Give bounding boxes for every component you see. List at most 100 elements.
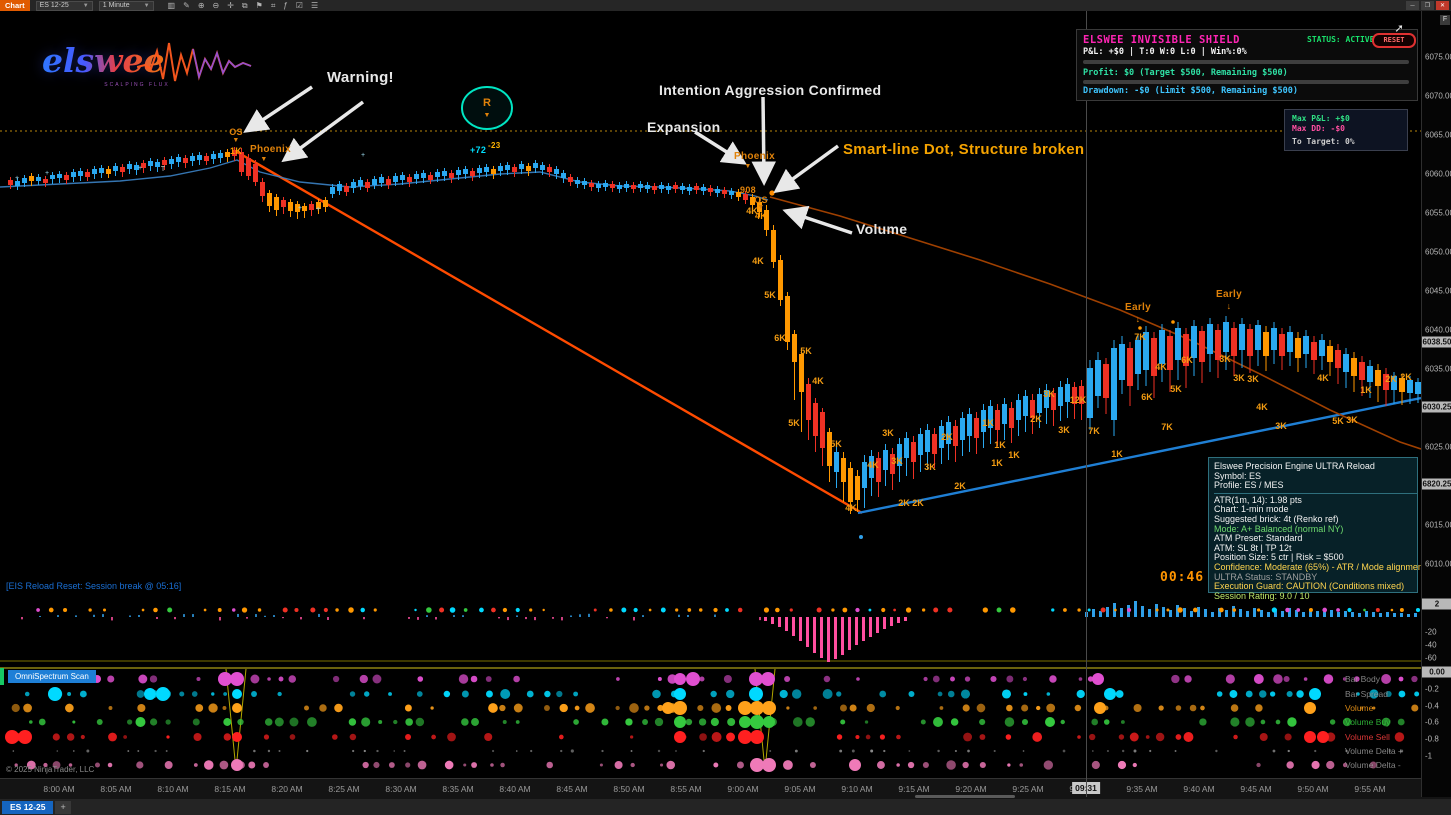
price-tick: 6010.00 xyxy=(1425,559,1451,569)
volume-delta-panel[interactable] xyxy=(0,598,1421,662)
svg-text:+: + xyxy=(15,175,19,182)
time-tick: 9:50 AM xyxy=(1297,784,1329,794)
time-axis[interactable]: 8:00 AM 8:05 AM 8:10 AM 8:15 AM 8:20 AM 8:25 … xyxy=(0,778,1451,799)
peak-volume-label: 1K xyxy=(229,146,243,156)
svg-text:5K: 5K xyxy=(764,290,776,300)
time-tick: 8:40 AM xyxy=(499,784,531,794)
data-box-icon[interactable]: ⌗ xyxy=(270,0,276,10)
scanner-row-label-volume-buy: Volume Buy xyxy=(1345,717,1391,727)
time-tick: 8:00 AM xyxy=(43,784,75,794)
reset-button[interactable]: RESET xyxy=(1372,33,1416,48)
svg-text:4K: 4K xyxy=(845,503,857,513)
svg-text:4K: 4K xyxy=(812,376,824,386)
instrument-value: ES 12-25 xyxy=(39,1,69,9)
arrow-up-right-icon: ➚ xyxy=(1395,22,1403,37)
volume-arrow-label: Volume xyxy=(856,221,908,237)
svg-text:1K: 1K xyxy=(1008,450,1020,460)
precision-line-14: Session Rating: 9.0 / 10 xyxy=(1214,590,1310,601)
svg-text:5K: 5K xyxy=(1170,384,1182,394)
snapshot-icon[interactable]: ⧉ xyxy=(241,0,248,10)
svg-text:+: + xyxy=(45,170,49,177)
price-tick: 6015.00 xyxy=(1425,520,1451,530)
scanner-row-label-volume: Volume xyxy=(1345,703,1374,713)
delta-axis-tick: -60 xyxy=(1425,653,1437,663)
omnispectrum-scan-button[interactable]: OmniSpectrum Scan xyxy=(8,670,96,683)
draw-icon[interactable]: ✎ xyxy=(183,0,190,10)
time-tick: 9:35 AM xyxy=(1126,784,1158,794)
zoom-in-icon[interactable]: ⊕ xyxy=(197,0,205,10)
indicators-icon[interactable]: ƒ xyxy=(283,0,288,10)
minimize-button[interactable]: ─ xyxy=(1406,1,1419,10)
focus-button[interactable]: F xyxy=(1440,15,1450,25)
svg-text:▼: ▼ xyxy=(484,112,491,119)
precision-line-10: Position Size: 5 ctr | Risk = $500 xyxy=(1214,552,1344,563)
zoom-out-icon[interactable]: ⊖ xyxy=(212,0,220,10)
delta-plus-label: +72 xyxy=(470,145,487,155)
time-tick: 9:05 AM xyxy=(784,784,816,794)
price-axis[interactable]: F 6075.00 6070.00 6065.00 6060.00 6055.00 605… xyxy=(1421,11,1451,797)
price-marker: 6030.25 xyxy=(1422,401,1451,413)
precision-line-9: ATM: SL 8t | TP 12t xyxy=(1214,542,1292,553)
time-tick: 8:25 AM xyxy=(328,784,360,794)
early-label-1: Early xyxy=(1125,302,1151,313)
profit-progress-bar xyxy=(1083,60,1409,64)
crosshair-icon[interactable]: ✛ xyxy=(227,0,234,10)
add-tab-button[interactable]: + xyxy=(55,800,71,814)
panel-divider xyxy=(1214,492,1417,494)
horizontal-scrollbar[interactable] xyxy=(915,795,1015,798)
svg-text:R: R xyxy=(483,97,491,109)
svg-text:2K: 2K xyxy=(941,432,953,442)
svg-text:5K: 5K xyxy=(788,418,800,428)
svg-text:3K: 3K xyxy=(1058,425,1070,435)
svg-text:4K: 4K xyxy=(746,206,758,216)
time-tick: 8:15 AM xyxy=(214,784,246,794)
toolbar: Chart ES 12-25 ▼ 1 Minute ▼ ▥ ✎ ⊕ ⊖ ✛ ⧉ ⚑ ⌗ ƒ ☑ ☰ … xyxy=(0,0,1451,11)
svg-text:4K: 4K xyxy=(752,256,764,266)
svg-text:3K: 3K xyxy=(1346,415,1358,425)
price-tick: 6025.00 xyxy=(1425,442,1451,452)
warning-label: Warning! xyxy=(327,69,394,86)
precision-engine-panel: Elswee Precision Engine ULTRA Reload Symb… xyxy=(1208,457,1425,600)
restore-button[interactable]: ❐ xyxy=(1421,1,1434,10)
os-label-1: OS xyxy=(229,127,243,137)
os-marker-1: ▼ xyxy=(232,137,240,144)
svg-text:1K: 1K xyxy=(991,458,1003,468)
chart-menu-button[interactable]: Chart xyxy=(0,0,30,11)
svg-text:3K: 3K xyxy=(1247,374,1259,384)
price-tick: 6060.00 xyxy=(1425,169,1451,179)
svg-text:4K: 4K xyxy=(1256,402,1268,412)
tab-es-12-25[interactable]: ES 12-25 xyxy=(2,800,54,814)
scanner-row-label-volume-delta-minus: Volume Delta - xyxy=(1345,760,1401,770)
delta-minus-label: -23 xyxy=(488,141,501,150)
precision-line-6: Suggested brick: 4t (Renko ref) xyxy=(1214,513,1339,524)
price-chart[interactable]: 4K 4K 5K 6K 5K 4K 5K 5K 4K 4K 3K 3K 2K 2K 3K 2K 2K 1K 1K 1K… xyxy=(0,11,1425,600)
precision-line-5: Chart: 1-min mode xyxy=(1214,504,1289,515)
scanner-canvas xyxy=(0,667,1421,772)
alerts-icon[interactable]: ⚑ xyxy=(255,0,263,10)
instrument-selector[interactable]: ES 12-25 ▼ xyxy=(35,0,93,11)
checklist-icon[interactable]: ☑ xyxy=(295,0,303,10)
chart-style-icon[interactable]: ▥ xyxy=(167,0,176,10)
svg-text:5K: 5K xyxy=(1332,416,1344,426)
svg-text:1K: 1K xyxy=(1360,385,1372,395)
svg-text:3K: 3K xyxy=(1219,354,1231,364)
scanner-row-label-volume-delta-plus: Volume Delta + xyxy=(1345,746,1403,756)
time-tick: 8:35 AM xyxy=(442,784,474,794)
precision-line-1: Symbol: ES xyxy=(1214,470,1262,481)
intention-label: Intention Aggression Confirmed xyxy=(659,82,882,98)
omnispectrum-panel[interactable]: OmniSpectrum Scan Bar Body Bar Spread Volu… xyxy=(0,663,1421,777)
svg-text:2K: 2K xyxy=(898,498,910,508)
properties-icon[interactable]: ☰ xyxy=(310,0,319,10)
svg-text:6K: 6K xyxy=(774,333,786,343)
svg-text:7K: 7K xyxy=(1134,332,1146,342)
interval-selector[interactable]: 1 Minute ▼ xyxy=(98,0,154,11)
precision-line-7: Mode: A+ Balanced (normal NY) xyxy=(1214,523,1344,534)
logo-wordmark: elswee xyxy=(42,41,165,80)
price-tick: 6040.00 xyxy=(1425,325,1451,335)
svg-text:3K: 3K xyxy=(1275,421,1287,431)
break-volume-label: 4K xyxy=(754,211,768,221)
close-button[interactable]: ✕ xyxy=(1436,1,1449,10)
price-tick: 6050.00 xyxy=(1425,247,1451,257)
shield-pnl-line: P&L: +$0 | T:0 W:0 L:0 | Win%:0% xyxy=(1083,47,1247,57)
svg-text:3K: 3K xyxy=(882,428,894,438)
